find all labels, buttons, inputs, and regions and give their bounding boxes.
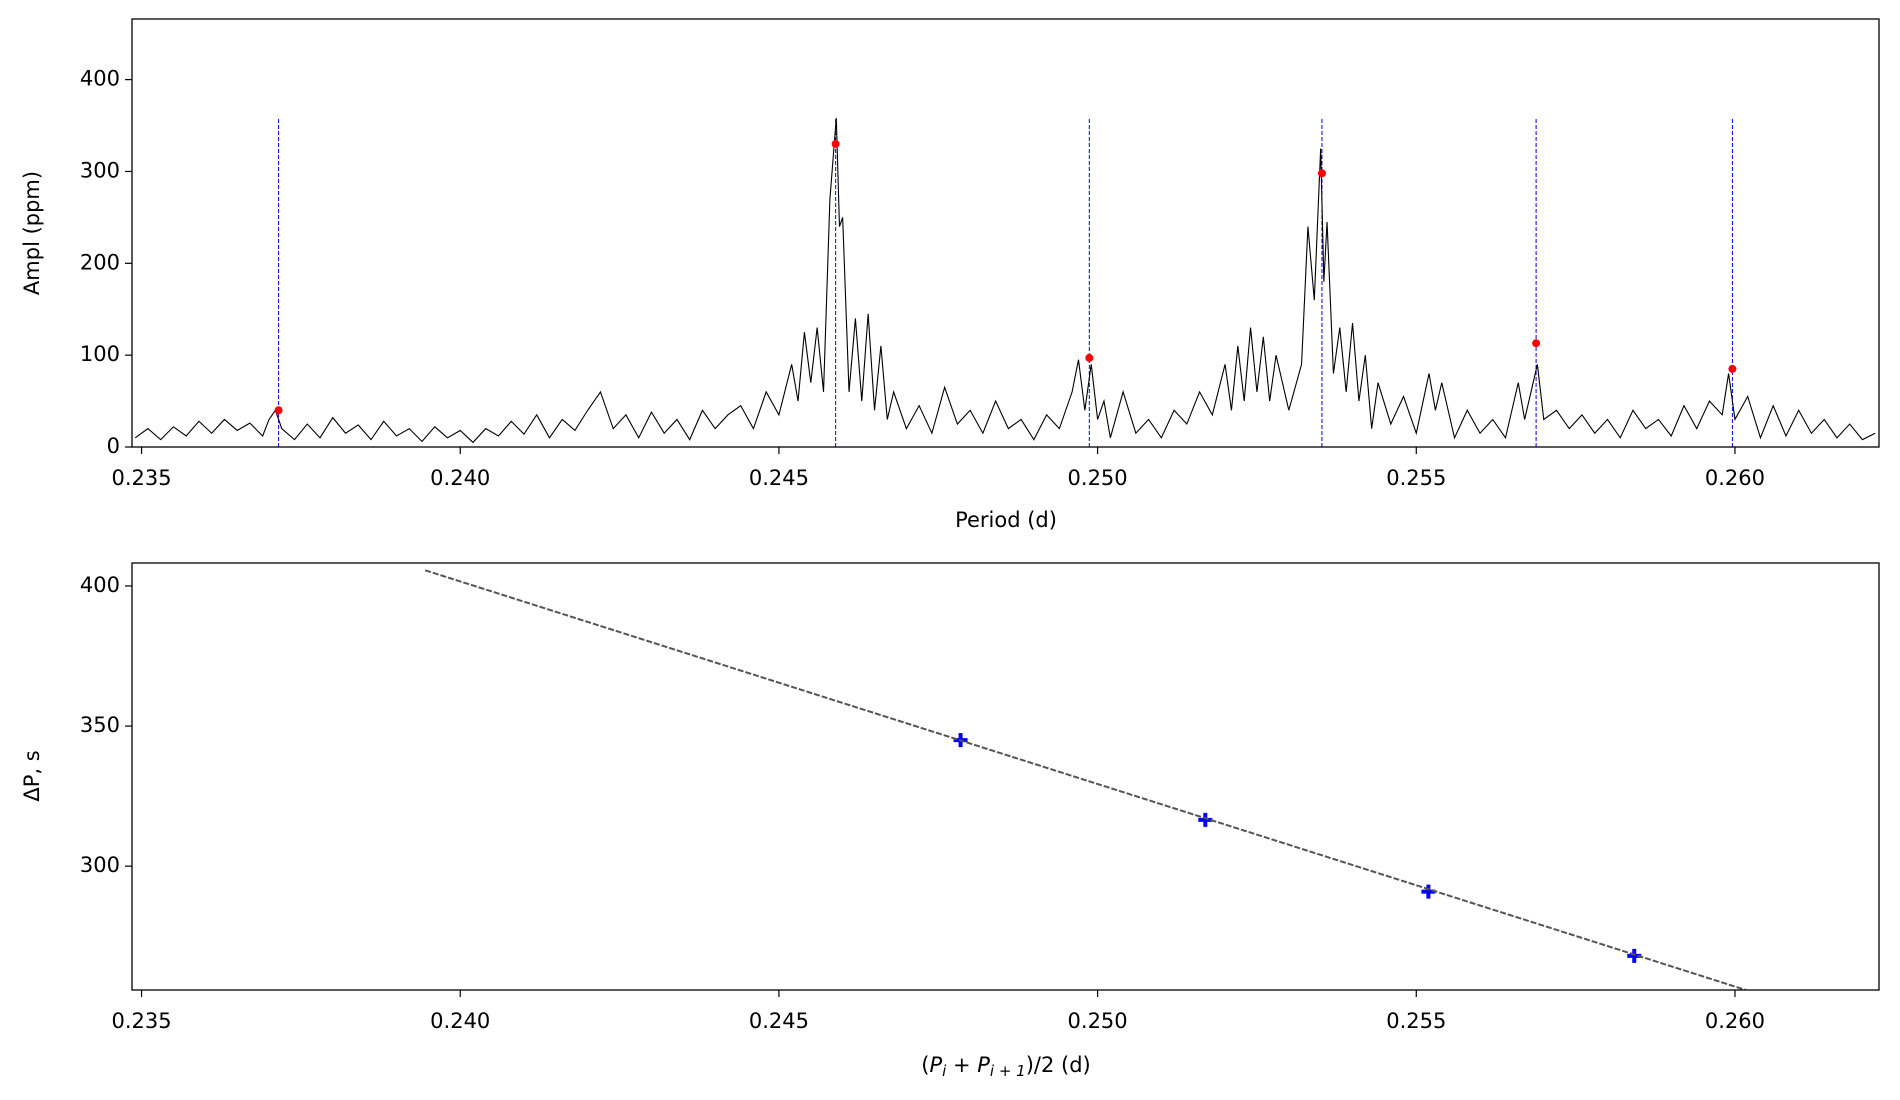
- x-tick-label: 0.250: [1068, 466, 1128, 490]
- spectrum-line: [134, 118, 1876, 444]
- x-tick-label: 0.240: [430, 466, 490, 490]
- x-tick-label: 0.255: [1386, 466, 1446, 490]
- x-tick-label: 0.250: [1068, 1009, 1128, 1033]
- y-tick-label: 0: [107, 434, 120, 458]
- y-axis-label: ΔP, s: [20, 750, 44, 801]
- axes-frame: [131, 562, 1880, 991]
- axes-frame: [131, 18, 1880, 448]
- label-part: i: [942, 1062, 947, 1080]
- label-part: P: [977, 1053, 990, 1077]
- x-tick-label: 0.240: [430, 1009, 490, 1033]
- y-tick-label: 350: [80, 713, 120, 737]
- x-tick-label: 0.255: [1386, 1009, 1446, 1033]
- x-tick-label: 0.260: [1705, 1009, 1765, 1033]
- label-part: +: [946, 1053, 977, 1077]
- x-axis-label: Period (d): [955, 508, 1057, 532]
- x-tick-label: 0.235: [111, 466, 171, 490]
- peak-marker: [274, 406, 283, 415]
- x-tick-label: 0.235: [111, 1009, 171, 1033]
- peak-marker: [1532, 339, 1541, 348]
- y-tick-label: 200: [80, 250, 120, 274]
- label-part: )/2 (d): [1026, 1053, 1091, 1077]
- y-axis-label: Ampl (ppm): [20, 171, 44, 295]
- label-part: P: [929, 1053, 942, 1077]
- peak-marker: [831, 139, 840, 148]
- x-tick-label: 0.245: [749, 1009, 809, 1033]
- point: [1198, 812, 1213, 827]
- plot-area: [134, 118, 1876, 447]
- x-tick-label: 0.260: [1705, 466, 1765, 490]
- point: [1421, 884, 1436, 899]
- fit-line: [424, 569, 1747, 990]
- x-axis-label: (Pi + Pi + 1)/2 (d): [921, 1053, 1091, 1080]
- label-part: i + 1: [990, 1062, 1026, 1080]
- x-tick-label: 0.245: [749, 466, 809, 490]
- label-part: (: [921, 1053, 929, 1077]
- y-tick-label: 300: [80, 158, 120, 182]
- peak-marker: [1728, 364, 1737, 373]
- plot-area: [424, 569, 1747, 990]
- peak-marker: [1317, 169, 1326, 178]
- y-tick-label: 100: [80, 342, 120, 366]
- y-tick-label: 400: [80, 573, 120, 597]
- y-tick-label: 300: [80, 853, 120, 877]
- y-tick-label: 400: [80, 67, 120, 91]
- peak-marker: [1085, 353, 1094, 362]
